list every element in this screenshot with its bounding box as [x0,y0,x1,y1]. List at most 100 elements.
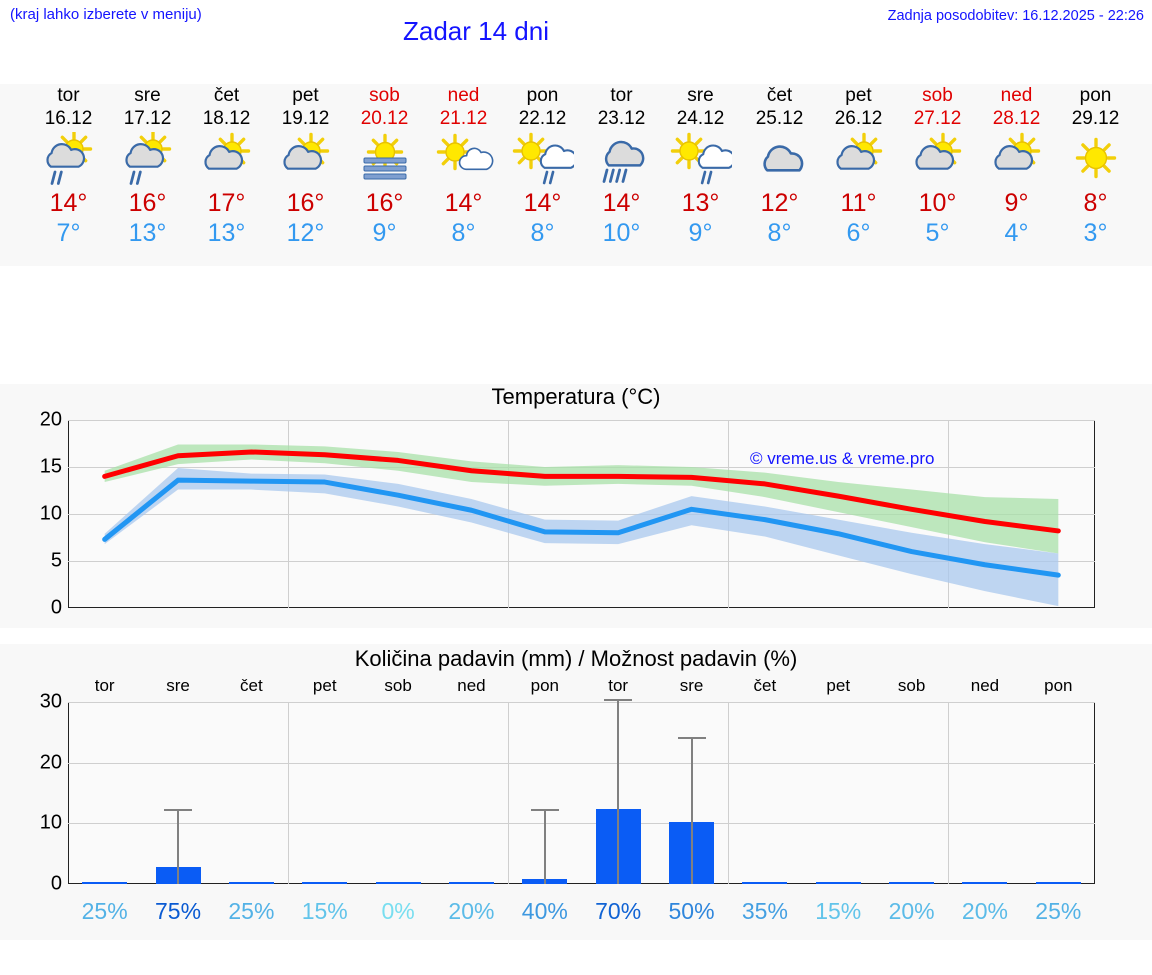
day-of-week-label: pet [292,85,319,106]
day-of-week-label: sob [922,85,953,106]
precipitation-x-tick: tor [608,676,629,695]
day-date-label: 23.12 [597,108,646,129]
sun-cloud-rain-right-icon [512,132,574,185]
temperature-gridline [68,420,1095,421]
day-of-week-label: pet [845,85,872,106]
day-date-label: 29.12 [1071,108,1120,129]
last-updated-label: Zadnja posodobitev: 16.12.2025 - 22:26 [887,8,1144,24]
sun-cloud-icon [993,132,1040,170]
day-date-label: 20.12 [360,108,409,129]
temperature-vertical-gridline [288,420,290,608]
day-column-sre-24.12[interactable]: sre 24.12 13° 9° [661,84,740,248]
cloud-icon [762,145,803,172]
precipitation-x-tick: ned [970,676,1000,695]
precipitation-error-bar [690,736,693,884]
precipitation-error-bar [617,698,620,884]
precipitation-y-tick: 0 [50,872,62,895]
max-temperature: 16° [286,189,325,217]
precipitation-bar [375,882,421,884]
precipitation-bar [448,882,494,884]
max-temperature: 10° [918,189,957,217]
page-header: (kraj lahko izberete v meniju) Zadar 14 … [0,0,1152,60]
sun-cloud-icon [203,132,250,170]
precipitation-gridline [68,823,1095,825]
day-column-pet-19.12[interactable]: pet 19.12 16° 12° [266,84,345,248]
precipitation-x-tick: sob [897,676,926,695]
day-of-week-label: pon [1079,85,1112,106]
precipitation-error-cap [530,809,559,812]
weather-icon-wrap [661,132,740,188]
sun-icon [1075,137,1116,179]
precipitation-vertical-gridline [728,702,730,884]
precipitation-chart-title: Količina padavin (mm) / Možnost padavin … [354,646,798,671]
temperature-y-tick: 10 [39,502,62,525]
day-column-sre-17.12[interactable]: sre 17.12 16° 13° [108,84,187,248]
temperature-vertical-gridline [728,420,730,608]
day-column-tor-16.12[interactable]: tor 16.12 14° 7° [29,84,108,248]
day-column-pon-29.12[interactable]: pon 29.12 8° 3° [1056,84,1135,248]
day-date-label: 28.12 [992,108,1041,129]
day-column-pet-26.12[interactable]: pet 26.12 11° 6° [819,84,898,248]
day-column-tor-23.12[interactable]: tor 23.12 14° 10° [582,84,661,248]
precipitation-probability-label: 15% [815,898,862,924]
day-date-label: 21.12 [439,108,488,129]
precipitation-bar [742,882,788,884]
day-column-čet-25.12[interactable]: čet 25.12 12° 8° [740,84,819,248]
day-column-sob-20.12[interactable]: sob 20.12 16° 9° [345,84,424,248]
max-temperature: 14° [49,189,88,217]
min-temperature: 4° [1004,219,1029,247]
temperature-vertical-gridline [948,420,950,608]
precipitation-error-cap [164,809,193,812]
precipitation-x-tick: čet [753,676,777,695]
precipitation-gridline [68,762,1095,764]
precipitation-x-tick: sre [679,676,704,695]
copyright-notice: © vreme.us & vreme.pro [750,449,935,469]
precipitation-probability-label: 25% [228,898,275,924]
weather-icon-wrap [819,132,898,188]
precipitation-probability-label: 20% [888,898,935,924]
min-temperature: 8° [767,219,792,247]
weather-icon-wrap [29,132,108,188]
sun-cloud-icon [914,132,961,170]
day-of-week-label: sre [687,85,714,106]
max-temperature: 13° [681,189,720,217]
weather-icon-wrap [187,132,266,188]
weather-icon-wrap [977,132,1056,188]
day-date-label: 19.12 [281,108,330,129]
min-temperature: 8° [451,219,476,247]
day-column-ned-28.12[interactable]: ned 28.12 9° 4° [977,84,1056,248]
precipitation-probability-label: 0% [381,898,415,924]
precipitation-probability-label: 20% [448,898,495,924]
precipitation-probability-label: 25% [81,898,128,924]
max-temperature: 11° [840,189,877,217]
weather-icon-wrap [345,132,424,188]
min-temperature: 6° [846,219,871,247]
precipitation-error-bar [177,809,180,884]
max-temperature: 12° [760,189,799,217]
max-temperature: 8° [1083,189,1108,217]
sun-cloud-icon [835,132,882,170]
temperature-y-tick: 0 [50,596,62,619]
day-column-pon-22.12[interactable]: pon 22.12 14° 8° [503,84,582,248]
min-temperature: 13° [128,219,167,247]
min-temperature: 5° [925,219,950,247]
day-column-sob-27.12[interactable]: sob 27.12 10° 5° [898,84,977,248]
day-column-ned-21.12[interactable]: ned 21.12 14° 8° [424,84,503,248]
day-of-week-label: pon [526,85,559,106]
precipitation-chart-panel: Količina padavin (mm) / Možnost padavin … [0,644,1152,940]
precipitation-bar [82,882,128,884]
daily-forecast-strip: tor 16.12 14° 7° sre 17.12 16° 13° čet 18.12 17° 13… [0,84,1152,266]
precipitation-x-tick: pet [312,676,337,695]
menu-hint: (kraj lahko izberete v meniju) [10,6,202,23]
sun-cloud-rain-light-icon [45,132,92,185]
precipitation-probability-label: 40% [521,898,568,924]
precipitation-y-tick: 30 [39,690,62,713]
precipitation-probability-label: 15% [301,898,348,924]
max-temperature: 16° [365,189,404,217]
min-temperature: 9° [688,219,713,247]
min-temperature: 13° [207,219,246,247]
temperature-y-tick: 15 [39,455,62,478]
day-column-čet-18.12[interactable]: čet 18.12 17° 13° [187,84,266,248]
weather-icon-wrap [1056,132,1135,188]
precipitation-probability-label: 35% [741,898,788,924]
